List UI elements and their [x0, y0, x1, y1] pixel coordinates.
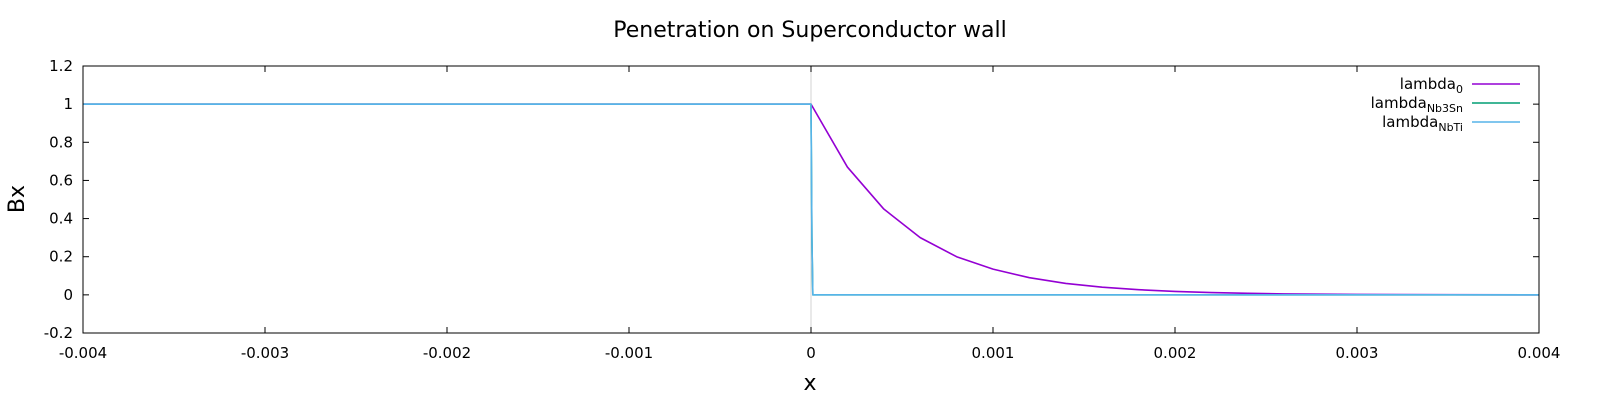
- x-tick-label: 0.003: [1336, 344, 1379, 362]
- series-line-2: [83, 103, 1539, 296]
- y-tick-label: 1: [63, 95, 73, 113]
- x-tick-label: -0.002: [423, 344, 471, 362]
- y-tick-label: 0.6: [49, 171, 73, 189]
- x-tick-label: 0: [806, 344, 816, 362]
- legend-label-1: lambdaNb3Sn: [1371, 94, 1463, 115]
- legend-label-0: lambda0: [1400, 75, 1463, 96]
- x-tick-label: -0.004: [59, 344, 107, 362]
- x-tick-label: 0.001: [972, 344, 1015, 362]
- series-line-0: [83, 103, 1540, 296]
- plot-border: [82, 65, 1540, 334]
- y-tick-label: 0: [63, 286, 73, 304]
- x-tick-label: 0.004: [1518, 344, 1561, 362]
- x-tick-label: -0.001: [605, 344, 653, 362]
- y-axis-label: Bx: [5, 185, 30, 213]
- y-tick-label: 1.2: [49, 57, 73, 75]
- y-tick-label: 0.8: [49, 133, 73, 151]
- x-tick-label: -0.003: [241, 344, 289, 362]
- y-tick-label: 0.2: [49, 248, 73, 266]
- y-tick-label: -0.2: [44, 324, 73, 342]
- legend-label-2: lambdaNbTi: [1382, 113, 1463, 134]
- y-tick-label: 0.4: [49, 210, 73, 228]
- plot-area: -0.004 -0.003 -0.002 -0.001 0 0.001 0.002 0.003…: [44, 57, 1561, 362]
- chart-title: Penetration on Superconductor wall: [613, 18, 1006, 43]
- x-axis-label: x: [803, 371, 816, 396]
- x-tick-label: 0.002: [1154, 344, 1197, 362]
